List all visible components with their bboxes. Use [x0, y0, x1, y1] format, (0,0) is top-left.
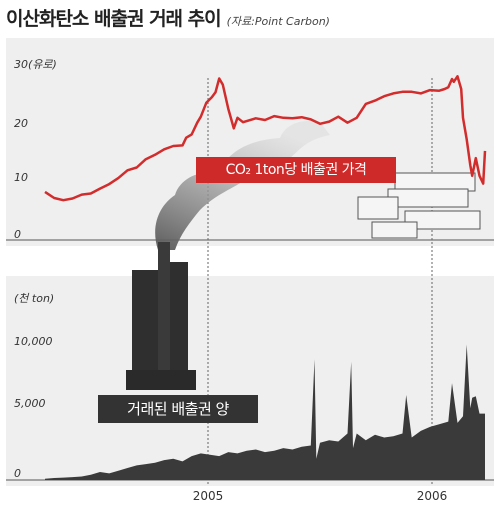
volume-series — [45, 344, 485, 480]
volume-y-tick-label: 0 — [14, 467, 21, 480]
volume-axis: (천 ton) 10,000 5,000 0 — [14, 292, 54, 480]
money-stack-illustration — [357, 172, 481, 239]
price-label-text: CO₂ 1ton당 배출권 가격 — [225, 162, 367, 178]
smoke-plume-icon — [155, 120, 330, 250]
price-series — [44, 75, 487, 202]
price-label: CO₂ 1ton당 배출권 가격 — [196, 157, 396, 183]
price-axis: 30(유로) 20 10 0 — [14, 58, 57, 241]
price-line — [44, 75, 487, 202]
volume-area — [45, 344, 485, 480]
page-title: 이산화탄소 배출권 거래 추이 (자료:Point Carbon) — [6, 4, 496, 30]
chart-title: 이산화탄소 배출권 거래 추이 — [6, 8, 222, 30]
money-bundle-icon — [394, 172, 476, 192]
x-axis: 2005 2006 — [193, 489, 448, 503]
price-y-tick-label: 30(유로) — [14, 58, 57, 71]
volume-y-tick-label: 5,000 — [14, 397, 46, 410]
x-tick-label: 2005 — [193, 489, 224, 503]
factory-illustration — [126, 120, 330, 390]
volume-y-tick-label: 10,000 — [14, 335, 53, 348]
volume-y-tick-label: (천 ton) — [14, 292, 54, 305]
volume-label-text: 거래된 배출권 양 — [127, 400, 229, 418]
x-tick-label: 2006 — [417, 489, 448, 503]
price-y-tick-label: 20 — [14, 117, 28, 130]
price-y-tick-label: 10 — [14, 171, 28, 184]
source-note: (자료:Point Carbon) — [226, 15, 330, 28]
volume-label: 거래된 배출권 양 — [98, 395, 258, 423]
chimney-icon — [158, 242, 170, 372]
price-y-tick-label: 0 — [14, 228, 21, 241]
